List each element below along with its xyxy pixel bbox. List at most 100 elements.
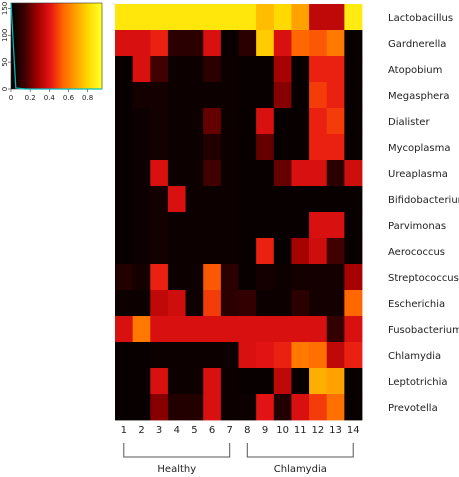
- column-label: 6: [209, 425, 215, 436]
- heatmap-cell: [203, 82, 222, 109]
- key-gradient-strip: [29, 3, 32, 89]
- heatmap-cell: [185, 160, 204, 187]
- heatmap-cell: [150, 56, 169, 83]
- heatmap-cell: [220, 108, 239, 135]
- key-gradient-strip: [42, 3, 45, 89]
- heatmap-cell: [273, 56, 292, 83]
- heatmap-cell: [167, 160, 186, 187]
- heatmap-cell: [344, 56, 363, 83]
- key-gradient-strip: [70, 3, 73, 89]
- heatmap-cell: [309, 56, 328, 83]
- heatmap-cell: [132, 394, 151, 421]
- heatmap-cell: [167, 56, 186, 83]
- heatmap-cell: [238, 290, 257, 317]
- heatmap-cell: [256, 186, 275, 213]
- heatmap-cell: [326, 316, 345, 343]
- heatmap-cell: [203, 264, 222, 291]
- row-label: Megasphera: [388, 91, 450, 102]
- heatmap-cell: [203, 134, 222, 161]
- key-gradient-strip: [65, 3, 68, 89]
- heatmap-cell: [150, 186, 169, 213]
- heatmap-cell: [150, 30, 169, 57]
- heatmap-cell: [344, 108, 363, 135]
- heatmap-cell: [256, 238, 275, 265]
- heatmap-cell: [273, 238, 292, 265]
- key-y-tick-label: 0: [1, 87, 9, 91]
- heatmap-cell: [326, 30, 345, 57]
- heatmap-cell: [291, 108, 310, 135]
- heatmap-cell: [220, 160, 239, 187]
- key-gradient-strip: [54, 3, 57, 89]
- heatmap-cell: [256, 108, 275, 135]
- group-brackets: Healthy Chlamydia: [123, 443, 354, 475]
- heatmap-cell: [309, 212, 328, 239]
- row-label: Parvimonas: [388, 221, 446, 232]
- heatmap-cell: [203, 186, 222, 213]
- heatmap-cell: [238, 316, 257, 343]
- heatmap-cell: [344, 4, 363, 31]
- heatmap-cell: [344, 186, 363, 213]
- key-y-tick-label: 150: [1, 2, 9, 15]
- heatmap-cell: [326, 342, 345, 369]
- heatmap-cell: [203, 108, 222, 135]
- heatmap-cell: [167, 30, 186, 57]
- heatmap-cell: [132, 264, 151, 291]
- heatmap-cell: [344, 316, 363, 343]
- key-gradient-strip: [51, 3, 54, 89]
- heatmap-cell: [185, 238, 204, 265]
- heatmap-cell: [309, 4, 328, 31]
- heatmap-cell: [150, 238, 169, 265]
- heatmap-cell: [150, 394, 169, 421]
- heatmap-cell: [238, 4, 257, 31]
- heatmap-cell: [273, 134, 292, 161]
- heatmap-cell: [203, 290, 222, 317]
- heatmap-cell: [185, 30, 204, 57]
- heatmap-cell: [273, 212, 292, 239]
- heatmap-cell: [309, 290, 328, 317]
- heatmap-cell: [150, 316, 169, 343]
- key-gradient-strip: [77, 3, 80, 89]
- heatmap-cell: [326, 368, 345, 395]
- heatmap-cell: [220, 4, 239, 31]
- key-gradient-strip: [64, 3, 66, 89]
- heatmap-cell: [238, 186, 257, 213]
- heatmap-cell: [115, 238, 134, 265]
- heatmap-cell: [132, 238, 151, 265]
- heatmap-cell: [150, 264, 169, 291]
- heatmap-cell: [326, 394, 345, 421]
- heatmap-cell: [238, 160, 257, 187]
- heatmap-cell: [238, 368, 257, 395]
- key-gradient-strip: [58, 3, 60, 89]
- heatmap-cell: [115, 264, 134, 291]
- heatmap-cell: [291, 316, 310, 343]
- heatmap-cell: [326, 238, 345, 265]
- group-label: Healthy: [157, 464, 196, 475]
- column-label: 4: [174, 425, 180, 436]
- key-gradient-strip: [36, 3, 39, 89]
- column-label: 14: [347, 425, 360, 436]
- column-labels: 1 2 3 4 5 6 7 8 9 10 11 12 13 14: [121, 425, 360, 436]
- heatmap-cell: [220, 186, 239, 213]
- heatmap-cell: [273, 160, 292, 187]
- heatmap-cell: [344, 134, 363, 161]
- column-label: 8: [244, 425, 250, 436]
- heatmap-cell: [309, 394, 328, 421]
- heatmap-cell: [256, 368, 275, 395]
- column-label: 3: [156, 425, 162, 436]
- heatmap-cell: [185, 56, 204, 83]
- key-gradient-strip: [61, 3, 63, 89]
- heatmap-cell: [132, 82, 151, 109]
- key-x-tick-label: 0.2: [25, 94, 36, 102]
- heatmap-cell: [185, 134, 204, 161]
- heatmap-cell: [309, 186, 328, 213]
- heatmap-cell: [326, 290, 345, 317]
- heatmap-cell: [256, 56, 275, 83]
- heatmap-cell: [309, 160, 328, 187]
- heatmap-cell: [344, 82, 363, 109]
- heatmap-cell: [115, 4, 134, 31]
- heatmap-cell: [115, 108, 134, 135]
- heatmap-cell: [167, 342, 186, 369]
- heatmap-cell: [326, 186, 345, 213]
- heatmap-cell: [115, 394, 134, 421]
- heatmap-cell: [238, 134, 257, 161]
